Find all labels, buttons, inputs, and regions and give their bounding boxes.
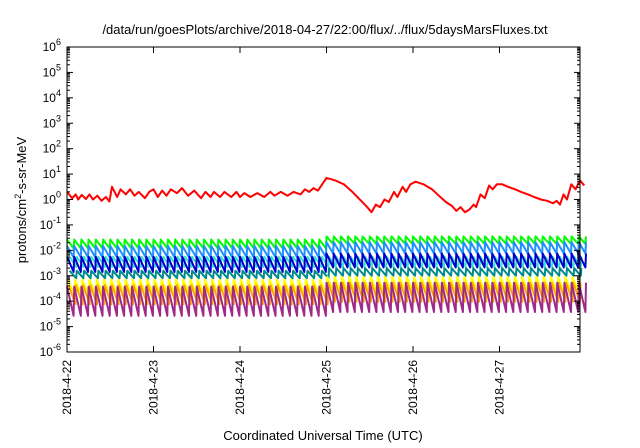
y-tick-exponent: 2 bbox=[56, 139, 61, 149]
y-tick-exponent: -1 bbox=[53, 215, 61, 225]
y-tick-label: 10-4 bbox=[40, 291, 61, 308]
y-tick-label: 101 bbox=[43, 164, 61, 181]
series-line-2 bbox=[66, 241, 587, 259]
y-tick-exponent: 6 bbox=[56, 37, 61, 47]
y-axis-label-main: protons/cm bbox=[14, 199, 29, 263]
y-tick-mantissa: 10 bbox=[43, 142, 57, 156]
y-tick-label: 104 bbox=[43, 88, 61, 105]
y-tick-mantissa: 10 bbox=[40, 218, 54, 232]
x-tick-label: 2018-4-24 bbox=[233, 360, 247, 415]
y-axis: 10-610-510-410-310-210-11001011021031041… bbox=[40, 37, 580, 359]
y-tick-label: 10-3 bbox=[40, 266, 61, 283]
y-tick-exponent: 3 bbox=[56, 113, 61, 123]
series-line-8 bbox=[66, 281, 587, 317]
y-tick-exponent: 0 bbox=[56, 190, 61, 200]
y-tick-label: 102 bbox=[43, 139, 61, 156]
y-tick-exponent: 4 bbox=[56, 88, 61, 98]
y-tick-label: 106 bbox=[43, 37, 61, 54]
y-tick-mantissa: 10 bbox=[43, 167, 57, 181]
y-tick-mantissa: 10 bbox=[43, 65, 57, 79]
chart-title: /data/run/goesPlots/archive/2018-04-27/2… bbox=[102, 22, 548, 37]
y-tick-label: 100 bbox=[43, 190, 61, 207]
y-tick-exponent: -2 bbox=[53, 240, 61, 250]
y-tick-mantissa: 10 bbox=[40, 320, 54, 334]
series-line-0 bbox=[66, 176, 586, 214]
y-tick-mantissa: 10 bbox=[40, 294, 54, 308]
y-tick-exponent: -3 bbox=[53, 266, 61, 276]
x-tick-label: 2018-4-26 bbox=[406, 360, 420, 415]
y-tick-label: 103 bbox=[43, 113, 61, 130]
x-tick-label: 2018-4-25 bbox=[320, 360, 334, 415]
y-tick-mantissa: 10 bbox=[40, 243, 54, 257]
y-tick-exponent: 5 bbox=[56, 62, 61, 72]
series-line-1 bbox=[66, 235, 587, 250]
y-tick-exponent: -6 bbox=[53, 342, 61, 352]
y-tick-label: 10-5 bbox=[40, 317, 61, 334]
x-tick-label: 2018-4-27 bbox=[493, 360, 507, 415]
y-tick-mantissa: 10 bbox=[40, 345, 54, 359]
series-layer bbox=[66, 176, 587, 317]
x-tick-label: 2018-4-22 bbox=[60, 360, 74, 415]
y-tick-label: 10-6 bbox=[40, 342, 61, 359]
series-line-4 bbox=[66, 252, 587, 273]
y-tick-exponent: -5 bbox=[53, 317, 61, 327]
y-axis-label: protons/cm2-s-sr-MeV bbox=[13, 136, 29, 263]
y-tick-label: 10-1 bbox=[40, 215, 61, 232]
x-axis-label: Coordinated Universal Time (UTC) bbox=[223, 428, 422, 443]
y-tick-mantissa: 10 bbox=[43, 193, 57, 207]
y-tick-mantissa: 10 bbox=[43, 40, 57, 54]
y-tick-label: 10-2 bbox=[40, 240, 61, 257]
y-tick-label: 105 bbox=[43, 62, 61, 79]
x-axis: 2018-4-22 2018-4-23 2018-4-24 2018-4-25 2018… bbox=[60, 47, 507, 415]
y-axis-label-superscript: 2 bbox=[13, 194, 23, 199]
y-tick-exponent: 1 bbox=[56, 164, 61, 174]
y-tick-mantissa: 10 bbox=[43, 116, 57, 130]
x-tick-label: 2018-4-23 bbox=[147, 360, 161, 415]
y-tick-mantissa: 10 bbox=[43, 91, 57, 105]
y-axis-label-rest: -s-sr-MeV bbox=[14, 136, 29, 193]
y-tick-exponent: -4 bbox=[53, 291, 61, 301]
y-tick-mantissa: 10 bbox=[40, 269, 54, 283]
